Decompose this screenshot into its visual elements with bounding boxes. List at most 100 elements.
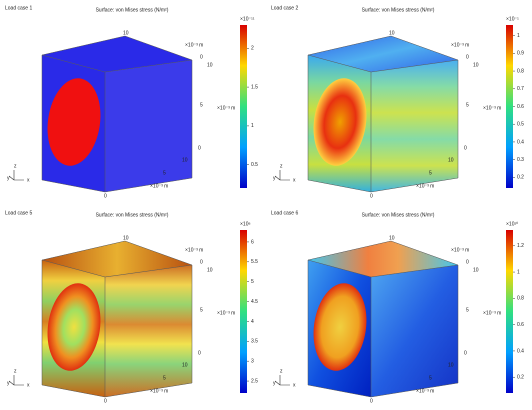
colorbar-tick-label: 0.3 <box>517 157 524 163</box>
colorbar-tick-label: 1 <box>517 269 520 275</box>
axis-label: 10 <box>389 235 395 241</box>
colorbar <box>506 230 513 393</box>
axis-label: 5 <box>163 170 166 176</box>
axis-label: 5 <box>200 102 203 108</box>
axis-label: 0 <box>104 398 107 404</box>
triad <box>274 170 290 181</box>
cube-right <box>105 60 192 192</box>
axis-label: ×10⁻³ m <box>150 388 168 394</box>
plot-title: Surface: von Mises stress (N/m²) <box>362 7 435 13</box>
axis-label: ×10⁻³ m <box>483 310 501 316</box>
triad <box>8 375 24 386</box>
triad <box>8 170 24 181</box>
axis-label: 0 <box>466 54 469 60</box>
triad-label: z <box>280 368 283 374</box>
colorbar-tick-label: 1 <box>517 33 520 39</box>
axis-label: 10 <box>123 30 129 36</box>
axis-label: 10 <box>473 267 479 273</box>
loaded-disc <box>313 283 367 371</box>
colorbar-exponent: ×10⁶ <box>240 221 251 227</box>
axis-label: ×10⁻³ m <box>150 183 168 189</box>
plot-title: Surface: von Mises stress (N/m²) <box>96 7 169 13</box>
colorbar-tick-label: 6 <box>251 239 254 245</box>
panel-label: Load case 5 <box>5 210 32 216</box>
panel-label: Load case 6 <box>271 210 298 216</box>
colorbar-tick-label: 0.4 <box>517 348 524 354</box>
axis-label: 0 <box>200 54 203 60</box>
axis-label: 5 <box>200 307 203 313</box>
colorbar-tick-label: 0.5 <box>517 122 524 128</box>
axis-label: 10 <box>182 157 188 163</box>
triad-label: y <box>273 175 276 181</box>
axis-label: 0 <box>198 145 201 151</box>
colorbar-tick-label: 4 <box>251 319 254 325</box>
cube-right <box>105 265 192 397</box>
axis-label: 5 <box>429 375 432 381</box>
colorbar-tick-label: 0.4 <box>517 139 524 145</box>
colorbar-exponent: ×10¹⁰ <box>506 221 518 227</box>
axis-label: 5 <box>466 102 469 108</box>
axis-label: 10 <box>207 267 213 273</box>
axis-label: 10 <box>448 157 454 163</box>
colorbar-tick-label: 0.5 <box>251 162 258 168</box>
panel: Load case 6 Surface: von Mises stress (N/… <box>271 210 524 404</box>
colorbar-tick-label: 0.8 <box>517 296 524 302</box>
loaded-disc <box>47 78 101 166</box>
colorbar <box>506 25 513 188</box>
colorbar-tick-label: 5 <box>251 279 254 285</box>
cube-top <box>42 36 192 72</box>
colorbar-tick-label: 5.5 <box>251 259 258 265</box>
axis-label: ×10⁻³ m <box>185 247 203 253</box>
cube-top <box>42 241 192 277</box>
colorbar <box>240 230 247 393</box>
axis-label: 0 <box>370 193 373 199</box>
colorbar-exponent: ×10⁻¹¹ <box>240 16 255 22</box>
axis-label: 10 <box>207 62 213 68</box>
colorbar-tick-label: 1 <box>251 123 254 129</box>
triad-label: y <box>7 175 10 181</box>
colorbar-tick-label: 4.5 <box>251 299 258 305</box>
cube-top <box>308 36 458 72</box>
triad-label: z <box>14 163 17 169</box>
axis-label: 10 <box>389 30 395 36</box>
axis-label: 0 <box>104 193 107 199</box>
colorbar-tick-label: 0.9 <box>517 51 524 57</box>
colorbar-tick-label: 1.2 <box>517 243 524 249</box>
panel: Load case 2 Surface: von Mises stress (N/… <box>271 5 524 199</box>
axis-label: 0 <box>464 145 467 151</box>
cube-right <box>371 265 458 397</box>
cube-right <box>371 60 458 192</box>
axis-label: 5 <box>429 170 432 176</box>
axis-label: 10 <box>473 62 479 68</box>
colorbar-tick-label: 1.5 <box>251 84 258 90</box>
cube-edges <box>41 35 193 193</box>
triad-label: x <box>27 382 30 388</box>
colorbar-tick-label: 2 <box>251 46 254 52</box>
loaded-disc <box>47 283 101 371</box>
axis-label: 5 <box>163 375 166 381</box>
axis-label: 0 <box>370 398 373 404</box>
axis-label: 0 <box>466 259 469 265</box>
triad-label: x <box>293 382 296 388</box>
colorbar-tick-label: 0.6 <box>517 322 524 328</box>
colorbar-tick-label: 0.2 <box>517 375 524 381</box>
colorbar-tick-label: 0.7 <box>517 86 524 92</box>
colorbar-tick-label: 0.8 <box>517 68 524 74</box>
axis-label: 10 <box>182 362 188 368</box>
loaded-disc <box>313 78 367 166</box>
colorbar-tick-label: 0.2 <box>517 175 524 181</box>
triad-label: y <box>273 380 276 386</box>
axis-label: 0 <box>198 350 201 356</box>
panel: Load case 5 Surface: von Mises stress (N/… <box>5 210 258 404</box>
triad <box>274 375 290 386</box>
axis-label: ×10⁻³ m <box>416 183 434 189</box>
panel-label: Load case 2 <box>271 5 298 11</box>
cube-edges <box>307 240 459 398</box>
colorbar <box>240 25 247 188</box>
panel: Load case 1 Surface: von Mises stress (N/… <box>5 5 258 199</box>
axis-label: 0 <box>200 259 203 265</box>
colorbar-tick-label: 0.6 <box>517 104 524 110</box>
triad-label: x <box>293 177 296 183</box>
axis-label: 10 <box>123 235 129 241</box>
